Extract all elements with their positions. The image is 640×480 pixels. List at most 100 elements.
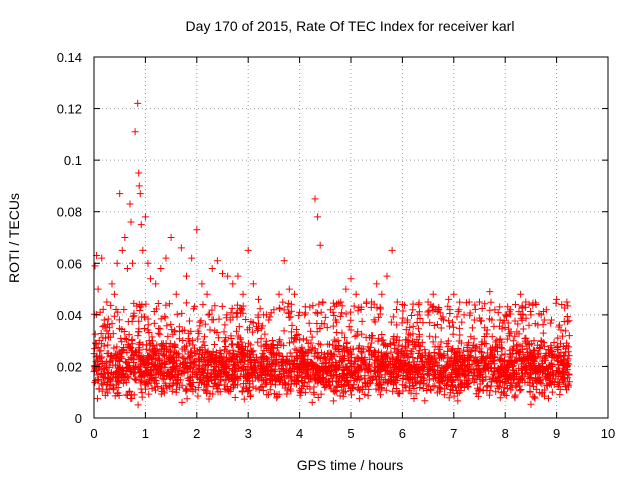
data-point: [198, 280, 206, 288]
data-point: [99, 381, 107, 389]
data-point: [275, 290, 283, 298]
data-point: [178, 353, 186, 361]
data-point: [162, 254, 170, 262]
data-point: [210, 341, 218, 349]
data-point: [364, 392, 372, 400]
x-tick-label: 7: [450, 426, 457, 441]
data-point: [309, 302, 317, 310]
x-tick-label: 3: [245, 426, 252, 441]
data-point: [356, 386, 364, 394]
data-point: [353, 331, 361, 339]
data-point: [458, 318, 466, 326]
data-point: [498, 351, 506, 359]
data-point: [324, 340, 332, 348]
y-tick-label: 0.1: [64, 153, 82, 168]
data-point: [565, 352, 573, 360]
data-point: [358, 317, 366, 325]
data-point: [445, 317, 453, 325]
data-point: [188, 254, 196, 262]
data-point: [449, 330, 457, 338]
data-point: [104, 341, 112, 349]
data-point: [215, 315, 223, 323]
data-point: [412, 390, 420, 398]
data-point: [173, 379, 181, 387]
data-point: [304, 339, 312, 347]
data-point: [468, 324, 476, 332]
data-point: [516, 387, 524, 395]
data-point: [454, 397, 462, 405]
data-point: [305, 319, 313, 327]
data-point: [378, 290, 386, 298]
data-point: [131, 375, 139, 383]
data-point: [341, 334, 349, 342]
data-point: [463, 348, 471, 356]
data-point: [429, 375, 437, 383]
data-point: [290, 290, 298, 298]
data-point: [198, 351, 206, 359]
data-point: [215, 334, 223, 342]
data-point: [151, 386, 159, 394]
data-point: [547, 319, 555, 327]
data-point: [108, 280, 116, 288]
data-point: [107, 353, 115, 361]
data-point: [182, 299, 190, 307]
data-point: [141, 213, 149, 221]
data-point: [437, 324, 445, 332]
data-point: [209, 383, 217, 391]
data-point: [457, 387, 465, 395]
data-point: [333, 383, 341, 391]
data-point: [347, 326, 355, 334]
data-point: [156, 330, 164, 338]
data-point: [440, 391, 448, 399]
data-point: [204, 311, 212, 319]
data-point: [378, 330, 386, 338]
data-point: [554, 334, 562, 342]
data-point: [134, 401, 142, 409]
data-point: [471, 356, 479, 364]
data-point: [564, 381, 572, 389]
data-point: [540, 316, 548, 324]
data-point: [172, 290, 180, 298]
data-point: [91, 378, 99, 386]
data-point: [487, 382, 495, 390]
data-point: [471, 305, 479, 313]
data-point: [449, 318, 457, 326]
data-point: [373, 280, 381, 288]
data-point: [167, 234, 175, 241]
data-point: [329, 299, 337, 307]
data-point: [238, 358, 246, 366]
data-point: [249, 280, 257, 288]
data-point: [556, 352, 564, 360]
data-point: [487, 298, 495, 306]
data-point: [194, 384, 202, 392]
data-point: [156, 356, 164, 364]
y-tick-label: 0.06: [57, 256, 82, 271]
data-point: [93, 371, 101, 379]
data-point: [298, 373, 306, 381]
data-point: [470, 316, 478, 324]
data-point: [162, 301, 170, 309]
data-point: [129, 259, 137, 267]
data-point: [460, 311, 468, 319]
y-tick-label: 0.04: [57, 308, 82, 323]
data-point: [254, 338, 262, 346]
data-point: [445, 394, 453, 402]
data-point: [281, 384, 289, 392]
data-point: [347, 316, 355, 324]
data-point: [136, 190, 144, 198]
data-point: [494, 384, 502, 392]
data-point: [496, 378, 504, 386]
data-point: [431, 382, 439, 390]
data-point: [410, 385, 418, 393]
data-point: [525, 321, 533, 329]
data-point: [445, 295, 453, 303]
data-point: [201, 333, 209, 341]
data-point: [244, 246, 252, 254]
data-point: [130, 356, 138, 364]
data-point: [486, 288, 494, 296]
data-point: [437, 338, 445, 346]
data-point: [135, 328, 143, 336]
data-point: [91, 339, 99, 347]
data-point: [555, 321, 563, 329]
x-tick-label: 0: [90, 426, 97, 441]
